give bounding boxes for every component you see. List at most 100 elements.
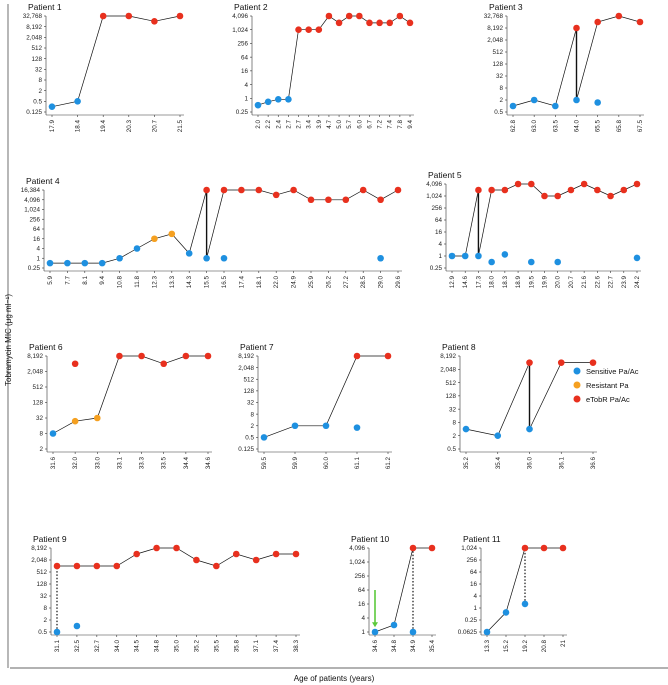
y-tick-label: 2,048 [26, 35, 42, 42]
x-tick-label: 15.2 [503, 640, 510, 653]
point-sensitive [501, 251, 509, 258]
point-sensitive [48, 103, 56, 110]
x-tick-label: 34.5 [134, 640, 141, 653]
panel-title: Patient 7 [240, 342, 274, 352]
panel-title: Patient 11 [463, 534, 501, 544]
point-sensitive [377, 254, 384, 262]
point-etobr [71, 360, 79, 368]
y-tick-label: 8 [499, 85, 503, 92]
y-tick-label: 1,024 [232, 27, 248, 34]
x-tick-label: 14.6 [462, 276, 469, 289]
point-etobr [409, 544, 417, 552]
legend-swatch-sensitive [573, 367, 581, 375]
y-tick-label: 512 [445, 380, 456, 387]
x-tick-label: 18.1 [256, 276, 263, 289]
x-tick-label: 21.5 [177, 120, 184, 133]
point-etobr [73, 562, 81, 570]
x-tick-label: 17.4 [238, 276, 245, 289]
x-tick-label: 20.0 [555, 276, 562, 289]
y-tick-label: 256 [354, 573, 365, 580]
x-tick-label: 36.1 [558, 457, 565, 470]
y-tick-label: 4,096 [426, 181, 442, 188]
x-tick-label: 17.9 [49, 120, 56, 133]
point-resistant [71, 417, 79, 425]
point-etobr [615, 12, 623, 20]
y-tick-label: 8 [39, 431, 43, 438]
x-tick-label: 62.8 [510, 120, 517, 133]
panel-4: Patient 4 0.25 1 4 16 64 256 1,024 4,096 16,384 5.… [21, 176, 402, 288]
panels: Patient 10.1250.528321285122,0488,19232,… [21, 2, 644, 652]
x-tick-label: 65.8 [616, 120, 623, 133]
y-tick-label: 2 [43, 617, 47, 624]
y-tick-label: 8 [38, 77, 42, 84]
x-tick-label: 2.4 [275, 120, 282, 129]
point-etobr [353, 352, 361, 360]
x-tick-label: 19.9 [542, 276, 549, 289]
x-tick-label: 61.2 [385, 457, 392, 470]
panel-10: Patient 10 1 4 16 64 256 1,024 4,096 34.6 34.8 34.… [349, 534, 436, 652]
series-line [52, 355, 208, 434]
panel-1: Patient 1 0.125 0.5 2 8 32 128 512 2,048 8,192 32,… [23, 2, 184, 132]
x-tick-label: 35.0 [174, 640, 181, 653]
y-tick-label: 0.25 [465, 617, 478, 624]
panel-title: Patient 4 [26, 176, 60, 186]
point-etobr [272, 550, 280, 558]
figure-ylabel: Tobramycin MIC (μg ml⁻¹) [4, 294, 13, 386]
x-tick-label: 29.6 [395, 276, 402, 289]
point-etobr [636, 18, 644, 26]
point-etobr [475, 186, 482, 194]
x-tick-label: 17.3 [475, 276, 482, 289]
x-tick-label: 31.6 [50, 457, 57, 470]
panel-8: Patient 8 0.5 2 8 32 128 512 2,048 8,192 35.2 35.4… [440, 342, 597, 469]
x-tick-label: 4.7 [326, 120, 333, 129]
point-etobr [521, 544, 529, 552]
y-tick-label: 256 [237, 41, 248, 48]
x-tick-label: 67.5 [637, 120, 644, 133]
y-tick-label: 1 [36, 255, 40, 262]
y-tick-label: 8,192 [440, 353, 456, 360]
y-tick-label: 128 [36, 581, 47, 588]
point-sensitive [509, 102, 517, 110]
y-tick-label: 0.5 [33, 99, 42, 106]
x-tick-label: 12.3 [151, 276, 158, 289]
y-tick-label: 64 [470, 569, 478, 576]
x-tick-label: 21.6 [581, 276, 588, 289]
x-tick-label: 34.0 [114, 640, 121, 653]
point-etobr [151, 18, 158, 25]
point-etobr [526, 359, 533, 366]
y-tick-label: 1,024 [426, 193, 442, 200]
y-tick-label: 16 [241, 68, 249, 75]
point-etobr [255, 186, 263, 194]
y-tick-label: 32 [449, 406, 457, 413]
point-etobr [501, 186, 509, 194]
x-tick-label: 6.7 [366, 120, 373, 129]
point-etobr [138, 352, 145, 360]
y-tick-label: 32,768 [23, 13, 43, 20]
point-etobr [315, 26, 323, 34]
series-line [257, 15, 411, 106]
point-sensitive [291, 422, 299, 430]
point-etobr [345, 12, 353, 20]
x-tick-label: 29.0 [378, 276, 385, 289]
point-sensitive [274, 96, 282, 103]
y-tick-label: 64 [241, 54, 249, 61]
x-tick-label: 32.5 [74, 640, 81, 653]
series-line [452, 189, 479, 257]
legend-label-etobr: eTobR Pa/Ac [586, 395, 630, 404]
x-tick-label: 5.7 [346, 120, 353, 129]
point-resistant [151, 235, 158, 243]
point-etobr [386, 19, 394, 27]
point-sensitive [633, 254, 641, 262]
x-tick-label: 7.7 [64, 276, 71, 285]
x-tick-label: 65.5 [595, 120, 602, 133]
y-tick-label: 2 [452, 433, 456, 440]
x-tick-label: 18.0 [489, 276, 496, 289]
x-tick-label: 3.9 [316, 120, 323, 129]
panel-7: Patient 7 0.125 0.5 2 8 32 128 512 2,048 8,192 59.… [238, 342, 392, 469]
series-line [512, 27, 577, 107]
point-etobr [406, 19, 414, 27]
x-tick-label: 34.8 [391, 640, 398, 653]
point-sensitive [494, 432, 502, 440]
x-tick-label: 18.4 [75, 120, 82, 133]
y-tick-label: 0.5 [447, 446, 456, 453]
